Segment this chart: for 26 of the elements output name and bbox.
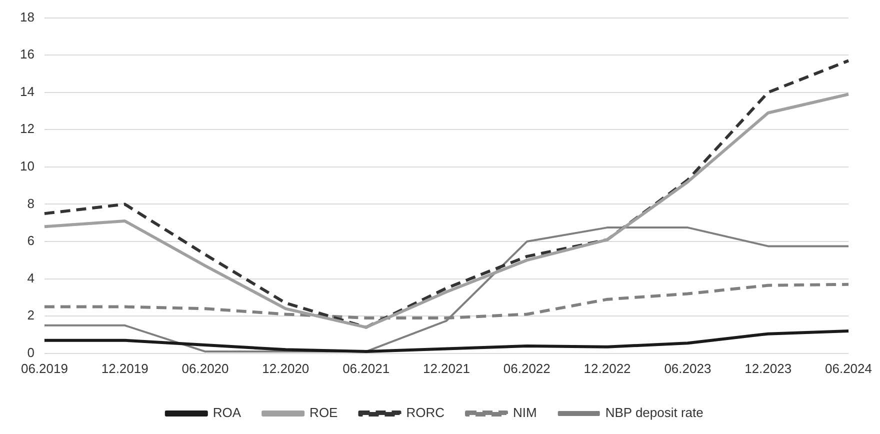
y-tick-label: 16 — [20, 46, 34, 62]
x-tick-label: 06.2019 — [20, 360, 68, 376]
y-tick-label: 10 — [20, 158, 34, 174]
x-tick-label: 12.2023 — [744, 360, 792, 376]
x-tick-label: 06.2024 — [825, 360, 872, 376]
x-tick-label: 12.2022 — [584, 360, 631, 376]
x-tick-label: 06.2022 — [503, 360, 550, 376]
y-tick-label: 4 — [27, 270, 34, 286]
y-tick-label: 18 — [20, 9, 34, 24]
y-tick-label: 14 — [20, 84, 34, 99]
x-tick-label: 12.2019 — [101, 360, 148, 376]
legend-label: RORC — [406, 405, 445, 420]
y-tick-label: 8 — [27, 196, 34, 211]
y-tick-label: 12 — [20, 121, 34, 136]
y-tick-label: 2 — [27, 308, 34, 323]
legend-label: NIM — [513, 405, 537, 420]
legend-label: ROA — [212, 405, 242, 420]
x-tick-label: 12.2020 — [262, 360, 310, 376]
legend-label: ROE — [310, 405, 338, 420]
y-tick-label: 0 — [27, 344, 34, 360]
legend-label: NBP deposit rate — [605, 405, 704, 420]
x-tick-label: 12.2021 — [422, 360, 470, 376]
x-tick-label: 06.2020 — [182, 360, 229, 376]
x-tick-label: 06.2021 — [342, 360, 390, 376]
x-tick-label: 06.2023 — [664, 360, 712, 376]
y-tick-label: 6 — [27, 233, 34, 248]
